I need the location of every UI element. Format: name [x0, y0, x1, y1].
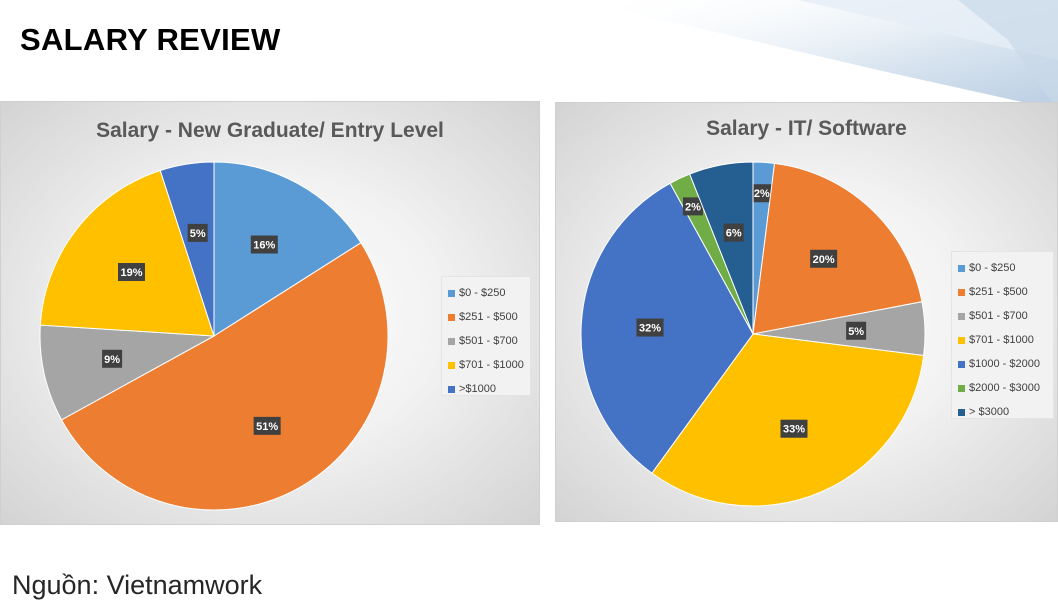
legend-label: $501 - $700: [969, 310, 1028, 322]
pie-chart: 2% 20% 5% 33% 32% 2% 6%: [580, 161, 926, 507]
data-label: 32%: [639, 323, 661, 335]
data-label: 9%: [104, 354, 120, 366]
data-label: 6%: [726, 228, 742, 240]
chart-title: Salary - IT/ Software: [706, 117, 907, 140]
data-label-background: [102, 349, 123, 368]
data-label: 16%: [253, 240, 275, 252]
data-label-background: [780, 419, 808, 438]
legend-swatch: [448, 289, 455, 297]
legend-label: $0 - $250: [459, 287, 506, 299]
source-note: Nguồn: Vietnamwork: [12, 570, 263, 600]
legend-swatch: [958, 384, 965, 392]
legend-label: > $3000: [969, 406, 1010, 418]
legend-swatch: [958, 408, 965, 416]
legend-swatch: [448, 313, 455, 321]
pie-slice: [39, 169, 215, 337]
chart-panel-entry-level: Salary - New Graduate/ Entry Level 16% 51…: [0, 101, 540, 525]
legend-item: > $3000: [958, 400, 1047, 424]
legend-item: $2000 - $3000: [958, 376, 1047, 400]
slide-title: SALARY REVIEW: [20, 22, 281, 57]
legend-label: $0 - $250: [969, 262, 1016, 274]
data-label-background: [636, 318, 664, 337]
legend-item: $0 - $250: [448, 281, 524, 305]
data-label: 5%: [848, 326, 864, 338]
data-label-background: [187, 223, 208, 242]
data-label-background: [250, 235, 278, 254]
chart-title: Salary - New Graduate/ Entry Level: [96, 119, 444, 142]
data-label: 19%: [120, 267, 142, 279]
legend-item: $501 - $700: [958, 304, 1047, 328]
legend-swatch: [958, 312, 965, 320]
legend-label: $1000 - $2000: [969, 358, 1040, 370]
data-label-background: [751, 184, 772, 203]
pie-chart: 16% 51% 9% 19% 5%: [39, 161, 389, 511]
data-label-background: [810, 249, 838, 268]
legend-label: $251 - $500: [459, 311, 518, 323]
data-label: 33%: [783, 424, 805, 436]
legend-item: $1000 - $2000: [958, 352, 1047, 376]
data-label-background: [118, 263, 146, 282]
data-label: 20%: [813, 254, 835, 266]
chart-legend: $0 - $250 $251 - $500 $501 - $700 $701 - $1…: [441, 276, 531, 396]
chart-legend: $0 - $250 $251 - $500 $501 - $700 $701 - $1…: [951, 251, 1054, 419]
legend-item: $701 - $1000: [958, 328, 1047, 352]
legend-swatch: [958, 336, 965, 344]
legend-swatch: [448, 361, 455, 369]
legend-swatch: [958, 264, 965, 272]
legend-label: $2000 - $3000: [969, 382, 1040, 394]
legend-swatch: [448, 385, 455, 393]
legend-item: >$1000: [448, 377, 524, 401]
legend-item: $0 - $250: [958, 256, 1047, 280]
chart-panel-it-software: Salary - IT/ Software 2% 20% 5% 33% 32% 2% 6% …: [555, 102, 1058, 522]
legend-item: $501 - $700: [448, 329, 524, 353]
data-label: 5%: [190, 228, 206, 240]
pie-slice: [60, 242, 389, 511]
legend-swatch: [958, 288, 965, 296]
legend-label: $251 - $500: [969, 286, 1028, 298]
data-label: 2%: [754, 188, 770, 200]
pie-slice: [159, 161, 215, 337]
legend-label: $501 - $700: [459, 335, 518, 347]
data-label-background: [846, 321, 867, 340]
data-label-background: [682, 197, 703, 216]
data-label: 51%: [256, 421, 278, 433]
data-label-background: [723, 223, 744, 242]
data-label: 2%: [685, 201, 701, 213]
legend-item: $251 - $500: [448, 305, 524, 329]
pie-slice: [752, 162, 923, 335]
pie-slice: [580, 182, 754, 474]
pie-slice: [689, 161, 754, 335]
pie-slice: [39, 324, 216, 421]
pie-slice: [213, 161, 362, 337]
legend-item: $251 - $500: [958, 280, 1047, 304]
legend-item: $701 - $1000: [448, 353, 524, 377]
corner-decoration: [578, 0, 1058, 110]
legend-label: >$1000: [459, 383, 497, 395]
legend-swatch: [958, 360, 965, 368]
legend-label: $701 - $1000: [459, 359, 524, 371]
legend-swatch: [448, 337, 455, 345]
data-label-background: [253, 416, 281, 435]
legend-label: $701 - $1000: [969, 334, 1034, 346]
